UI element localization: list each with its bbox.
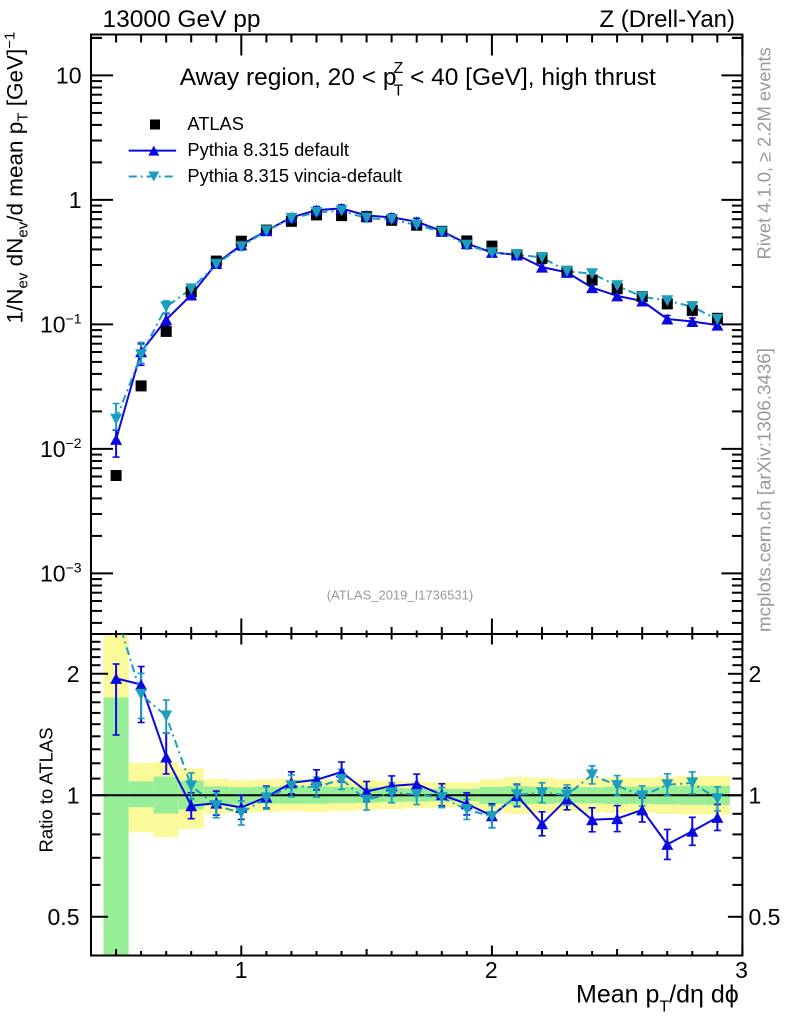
svg-text:ATLAS: ATLAS [187,113,244,134]
svg-text:3: 3 [735,957,748,983]
svg-text:2: 2 [67,661,80,687]
svg-text:0.5: 0.5 [48,904,80,930]
svg-text:2: 2 [749,661,762,687]
svg-text:Z: Z [394,60,404,77]
svg-text:0.5: 0.5 [749,904,781,930]
svg-text:Pythia 8.315 vincia-default: Pythia 8.315 vincia-default [187,165,401,186]
svg-text:1: 1 [749,783,762,809]
svg-text:Pythia 8.315 default: Pythia 8.315 default [187,139,349,160]
svg-text:Away region, 20 < p: Away region, 20 < p [180,64,397,91]
svg-text:1: 1 [67,783,80,809]
svg-text:mcplots.cern.ch [arXiv:1306.34: mcplots.cern.ch [arXiv:1306.3436] [754,348,775,632]
svg-text:1: 1 [69,187,82,213]
svg-text:13000 GeV pp: 13000 GeV pp [103,6,261,33]
svg-text:Z (Drell-Yan): Z (Drell-Yan) [599,6,735,33]
svg-text:T: T [394,83,404,100]
svg-text:10: 10 [56,63,82,89]
svg-text:< 40 [GeV], high thrust: < 40 [GeV], high thrust [410,64,656,91]
svg-text:1: 1 [235,957,248,983]
svg-text:Rivet 4.1.0, ≥ 2.2M events: Rivet 4.1.0, ≥ 2.2M events [754,47,775,259]
svg-text:(ATLAS_2019_I1736531): (ATLAS_2019_I1736531) [327,588,473,603]
svg-text:2: 2 [485,957,498,983]
svg-text:Ratio to ATLAS: Ratio to ATLAS [36,727,57,852]
